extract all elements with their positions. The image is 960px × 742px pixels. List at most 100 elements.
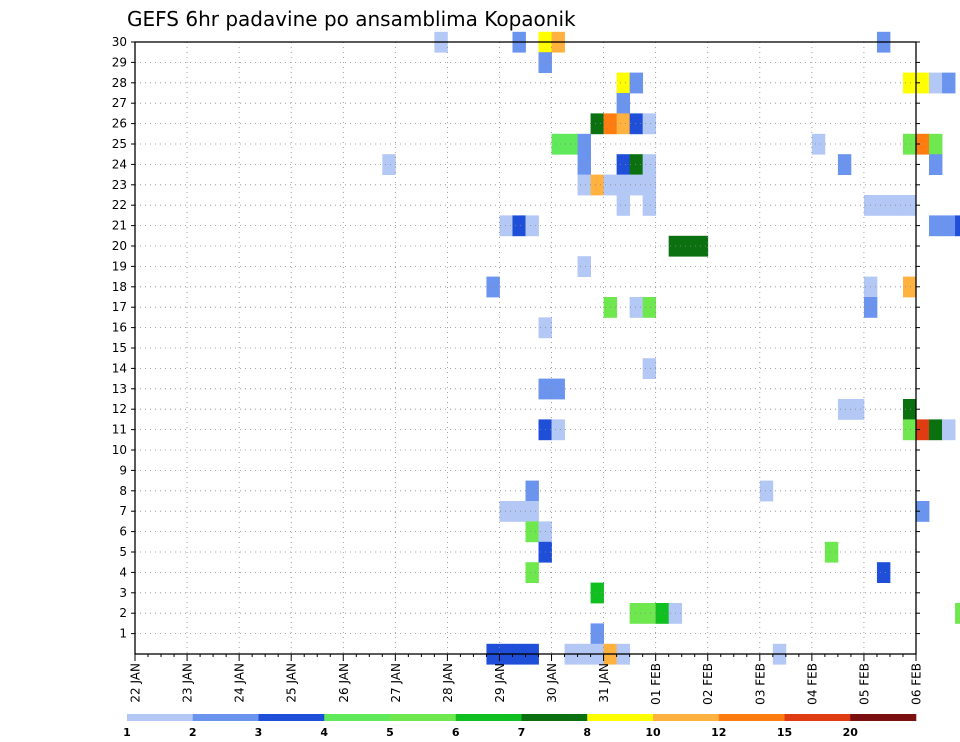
x-tick-label: 24 JAN bbox=[233, 663, 247, 703]
precip-cell bbox=[577, 133, 591, 155]
precip-cell bbox=[642, 154, 657, 175]
x-axis-ticks: 22 JAN 23 JAN 24 JAN 25 JAN 26 JAN 27 JAN 28 J… bbox=[129, 654, 924, 705]
precip-cell bbox=[955, 215, 960, 237]
precip-cell bbox=[512, 501, 526, 522]
precip-cell bbox=[876, 195, 891, 216]
precip-cell bbox=[902, 72, 917, 94]
colorbar-swatch bbox=[784, 714, 851, 721]
precip-cell bbox=[916, 72, 930, 94]
y-tick-label: 15 bbox=[112, 341, 127, 355]
y-axis-ticks: 1234567891011121314151617181920212223242… bbox=[112, 35, 920, 641]
precip-cell bbox=[590, 582, 604, 604]
y-tick-label: 5 bbox=[119, 545, 127, 559]
precip-cell bbox=[382, 154, 396, 175]
y-tick-label: 16 bbox=[112, 321, 127, 335]
x-tick-label: 27 JAN bbox=[389, 663, 403, 703]
precip-cell bbox=[929, 215, 943, 237]
colorbar-label: 10 bbox=[645, 726, 661, 739]
precip-cell bbox=[759, 480, 774, 502]
colorbar-swatch bbox=[390, 714, 457, 721]
x-tick-label: 31 JAN bbox=[597, 663, 611, 703]
y-tick-label: 20 bbox=[112, 239, 127, 253]
x-tick-label: 22 JAN bbox=[129, 663, 143, 703]
colorbar-label: 6 bbox=[452, 726, 460, 739]
colorbar-label: 1 bbox=[123, 726, 131, 739]
colorbar-label: 5 bbox=[386, 726, 394, 739]
precip-cell bbox=[629, 154, 644, 175]
precip-cell bbox=[642, 297, 657, 318]
y-tick-label: 13 bbox=[112, 382, 127, 396]
x-tick-label: 05 FEB bbox=[857, 663, 871, 705]
colorbar-label: 15 bbox=[777, 726, 792, 739]
y-tick-label: 28 bbox=[112, 76, 127, 90]
precip-cell bbox=[889, 195, 904, 216]
precip-cell bbox=[916, 501, 930, 522]
precip-cell bbox=[577, 174, 591, 196]
precip-cell bbox=[916, 133, 930, 155]
y-tick-label: 19 bbox=[112, 259, 127, 273]
y-tick-label: 3 bbox=[119, 586, 127, 600]
x-tick-label: 01 FEB bbox=[649, 663, 663, 705]
x-tick-label: 25 JAN bbox=[285, 663, 299, 703]
precip-cell bbox=[902, 133, 917, 155]
colorbar-label: 8 bbox=[583, 726, 591, 739]
precip-cell bbox=[902, 419, 917, 441]
y-tick-label: 29 bbox=[112, 55, 127, 69]
y-tick-label: 4 bbox=[119, 565, 127, 579]
precip-cell bbox=[916, 419, 930, 441]
precipitation-cells bbox=[382, 31, 960, 665]
y-tick-label: 17 bbox=[112, 300, 127, 314]
y-tick-label: 21 bbox=[112, 219, 127, 233]
y-tick-label: 22 bbox=[112, 198, 127, 212]
y-tick-label: 27 bbox=[112, 96, 127, 110]
precip-cell bbox=[616, 72, 631, 94]
precip-cell bbox=[929, 72, 943, 94]
precip-cell bbox=[942, 72, 956, 94]
precip-cell bbox=[486, 276, 500, 298]
precip-cell bbox=[655, 603, 670, 624]
precip-cell bbox=[942, 419, 956, 441]
precip-cell bbox=[564, 133, 578, 155]
precip-cell bbox=[902, 399, 917, 420]
precip-cell bbox=[942, 215, 956, 237]
precip-cell bbox=[642, 358, 657, 379]
x-tick-label: 23 JAN bbox=[181, 663, 195, 703]
colorbar-label: 7 bbox=[518, 726, 526, 739]
x-tick-label: 26 JAN bbox=[337, 663, 351, 703]
precip-cell bbox=[525, 521, 539, 543]
precip-cell bbox=[929, 419, 943, 441]
x-tick-label: 30 JAN bbox=[545, 663, 559, 703]
precip-cell bbox=[694, 235, 709, 257]
precip-cell bbox=[525, 501, 539, 522]
precip-cell bbox=[824, 541, 839, 563]
colorbar-swatch bbox=[653, 714, 720, 721]
y-tick-label: 1 bbox=[119, 627, 127, 641]
y-tick-label: 8 bbox=[119, 484, 127, 498]
colorbar-swatch bbox=[521, 714, 588, 721]
precip-cell bbox=[629, 297, 644, 318]
x-tick-label: 29 JAN bbox=[493, 663, 507, 703]
precip-cell bbox=[590, 174, 604, 196]
precip-cell bbox=[525, 562, 539, 583]
colorbar-label: 2 bbox=[189, 726, 197, 739]
y-tick-label: 25 bbox=[112, 137, 127, 151]
precip-cell bbox=[642, 195, 657, 216]
precip-cell bbox=[577, 154, 591, 175]
colorbar-label: 20 bbox=[843, 726, 859, 739]
precip-cell bbox=[551, 419, 565, 441]
precip-cell bbox=[525, 215, 539, 237]
grid-lines bbox=[135, 41, 916, 654]
chart-title: GEFS 6hr padavine po ansamblima Kopaonik bbox=[127, 7, 576, 31]
precip-cell bbox=[929, 133, 943, 155]
precip-cell bbox=[551, 133, 565, 155]
y-tick-label: 18 bbox=[112, 280, 127, 294]
colorbar-label: 12 bbox=[711, 726, 726, 739]
precip-cell bbox=[525, 480, 539, 502]
precip-cell bbox=[629, 174, 644, 196]
precip-cell bbox=[929, 154, 943, 175]
precip-cell bbox=[577, 256, 591, 277]
precip-cell bbox=[681, 235, 696, 257]
y-tick-label: 7 bbox=[119, 504, 127, 518]
precip-cell bbox=[616, 174, 631, 196]
